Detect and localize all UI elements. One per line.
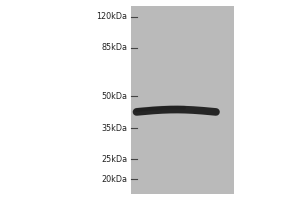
Bar — [130, 6, 234, 194]
Text: 25kDa: 25kDa — [101, 155, 128, 164]
Text: 85kDa: 85kDa — [101, 43, 128, 52]
Text: 20kDa: 20kDa — [101, 175, 128, 184]
Text: 50kDa: 50kDa — [101, 92, 128, 101]
Text: 35kDa: 35kDa — [101, 124, 128, 133]
Text: 120kDa: 120kDa — [97, 12, 128, 21]
